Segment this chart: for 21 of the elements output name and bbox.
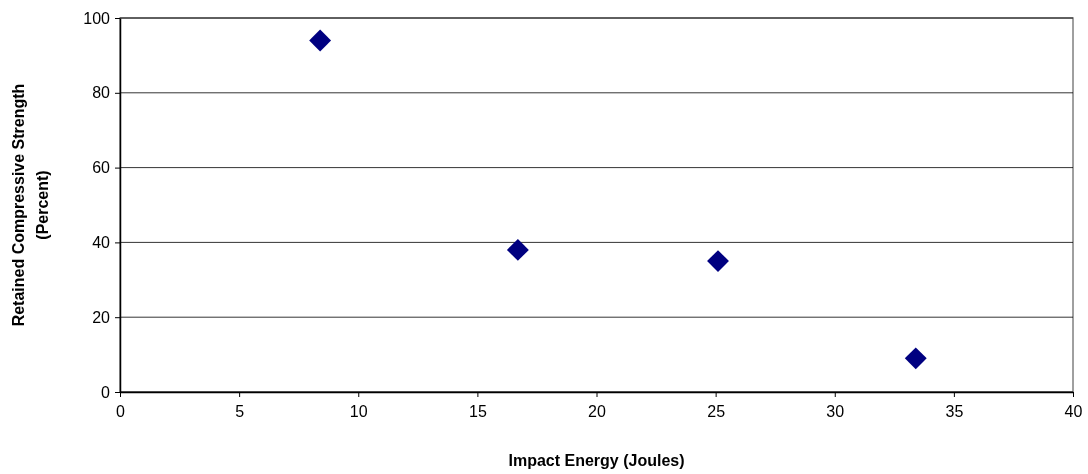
point [707, 250, 729, 273]
y-tick-label: 80 [92, 84, 111, 102]
point [309, 29, 332, 52]
x-tick-label: 5 [235, 403, 245, 421]
x-tick-label: 0 [116, 403, 126, 421]
y-tick-label: 60 [92, 159, 111, 177]
x-tick-label: 10 [349, 403, 368, 421]
x-tick-label: 15 [468, 403, 487, 421]
x-tick-label: 25 [707, 403, 726, 421]
x-tick-label: 40 [1064, 403, 1083, 421]
y-axis-title: Retained Compressive Strength (Percent) [10, 83, 51, 327]
x-tick-label: 35 [945, 403, 964, 421]
y-tick-label: 0 [101, 383, 111, 401]
x-axis-title: Impact Energy (Joules) [508, 452, 685, 469]
x-tick-label: 20 [588, 403, 606, 421]
point [506, 238, 529, 261]
y-tick-label: 40 [92, 234, 111, 252]
point [904, 347, 927, 370]
y-tick-label: 100 [83, 9, 111, 27]
y-tick-label: 20 [92, 308, 111, 326]
x-tick-label: 30 [826, 403, 845, 421]
